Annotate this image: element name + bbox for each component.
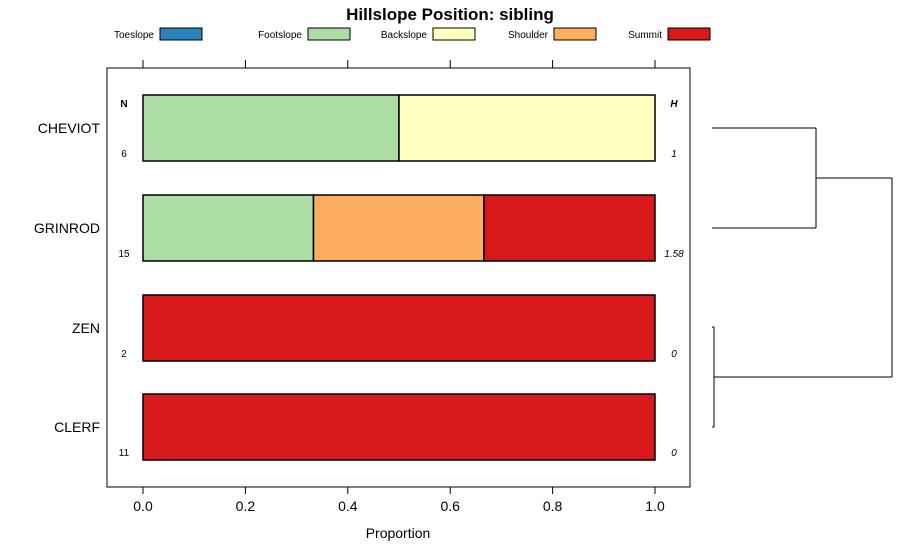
x-tick-label: 0.4 — [338, 498, 358, 514]
x-tick-label: 1.0 — [645, 498, 665, 514]
x-tick-label: 0.6 — [440, 498, 460, 514]
n-value-zen: 2 — [121, 349, 127, 360]
legend-label-summit: Summit — [628, 30, 662, 41]
h-column-header: H — [670, 99, 678, 110]
x-tick-label: 0.8 — [543, 498, 563, 514]
category-label-cheviot: CHEVIOT — [38, 120, 101, 136]
bar-segment-cheviot-footslope — [142, 94, 400, 162]
bar-segment-zen-summit — [142, 294, 656, 362]
x-tick-label: 0.2 — [236, 498, 256, 514]
legend-label-footslope: Footslope — [258, 30, 302, 41]
n-column-header: N — [120, 99, 127, 110]
bar-segment-grinrod-footslope — [142, 194, 315, 262]
x-axis: 0.0 0.2 0.4 0.6 0.8 1.0 — [133, 487, 665, 514]
dendrogram — [712, 127, 893, 428]
side-columns: N H 6 1 15 1.58 2 0 11 0 — [118, 99, 684, 459]
legend-label-toeslope: Toeslope — [114, 30, 154, 41]
legend-swatch-summit — [667, 27, 711, 41]
category-label-grinrod: GRINROD — [34, 220, 100, 236]
legend-swatch-footslope — [307, 27, 351, 41]
legend: Toeslope Footslope Backslope Shoulder Summit — [114, 27, 711, 41]
legend-label-shoulder: Shoulder — [508, 30, 549, 41]
h-value-zen: 0 — [671, 349, 677, 360]
category-label-zen: ZEN — [72, 320, 100, 336]
bar-segment-grinrod-shoulder — [312, 194, 485, 262]
bar-segment-grinrod-summit — [483, 194, 656, 262]
h-value-cheviot: 1 — [671, 149, 677, 160]
x-axis-label: Proportion — [366, 525, 431, 541]
plot-frame — [106, 67, 691, 488]
legend-swatch-toeslope — [159, 27, 203, 41]
n-value-cheviot: 6 — [121, 149, 127, 160]
top-axis-ticks — [142, 60, 656, 68]
bar-segment-clerf-summit — [142, 393, 656, 461]
h-value-grinrod: 1.58 — [664, 249, 684, 260]
bar-segment-cheviot-backslope — [398, 94, 656, 162]
h-value-clerf: 0 — [671, 448, 677, 459]
n-value-grinrod: 15 — [118, 249, 130, 260]
legend-swatch-shoulder — [553, 27, 597, 41]
x-tick-label: 0.0 — [133, 498, 153, 514]
category-label-clerf: CLERF — [54, 419, 100, 435]
legend-label-backslope: Backslope — [381, 30, 428, 41]
category-labels: CHEVIOT GRINROD ZEN CLERF — [34, 120, 101, 435]
chart-title: Hillslope Position: sibling — [346, 5, 554, 24]
n-value-clerf: 11 — [119, 448, 130, 459]
bars — [142, 94, 656, 461]
legend-swatch-backslope — [432, 27, 476, 41]
